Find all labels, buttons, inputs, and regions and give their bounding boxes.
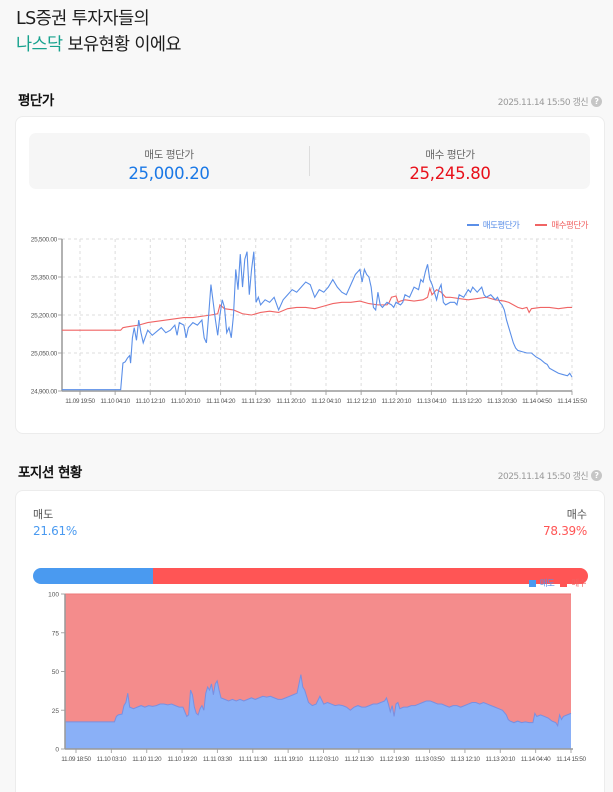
page-headline: LS증권 투자자들의 나스닥 보유현황 이에요 [16,6,182,58]
svg-text:11.12 11:30: 11.12 11:30 [344,756,374,763]
svg-text:11.11 03:30: 11.11 03:30 [203,756,233,763]
position-updated: 2025.11.14 15:50 갱신 ? [498,469,602,482]
sell-position-label: 매도 [33,508,54,521]
svg-text:11.09 19:50: 11.09 19:50 [65,398,95,405]
legend-label-sell: 매도 [539,579,555,589]
headline-line-2-rest: 보유현황 이에요 [62,35,181,55]
svg-text:11.13 20:10: 11.13 20:10 [486,756,516,763]
svg-text:75: 75 [52,630,60,637]
svg-text:11.09 18:50: 11.09 18:50 [61,756,91,763]
headline-line-1: LS증권 투자자들의 [16,9,150,29]
svg-text:11.12 19:30: 11.12 19:30 [379,756,409,763]
svg-text:11.13 12:20: 11.13 12:20 [452,398,482,405]
svg-text:11.10 11:20: 11.10 11:20 [132,756,162,763]
svg-text:11.14 15:50: 11.14 15:50 [556,756,586,763]
svg-text:11.12 12:10: 11.12 12:10 [346,398,376,405]
avg-price-summary: 매도 평단가 25,000.20 매수 평단가 25,245.80 [29,133,590,189]
legend-square-buy-icon [560,579,568,587]
svg-text:25,200.00: 25,200.00 [31,313,58,320]
sell-avg-price-label: 매도 평단가 [144,149,194,161]
svg-text:11.13 20:30: 11.13 20:30 [487,398,517,405]
position-card: 매도 21.61% 매수 78.39% 매도 매수 0 25 50 75 100 11.0… [15,490,605,792]
avg-price-updated: 2025.11.14 15:50 갱신 ? [498,95,602,108]
legend-label-sell: 매도평단가 [482,221,520,231]
svg-text:11.11 11:30: 11.11 11:30 [239,756,268,763]
legend-item-sell[interactable]: 매도평단가 [466,219,520,231]
svg-text:11.11 12:30: 11.11 12:30 [241,398,271,405]
buy-position-label: 매수 [566,508,587,521]
position-area-chart[interactable]: 0 25 50 75 100 11.09 18:50 11.10 03:10 11.10 11… [16,587,606,777]
position-ratio-bar [33,568,588,584]
svg-text:11.11 19:10: 11.11 19:10 [274,756,304,763]
avg-price-updated-text: 2025.11.14 15:50 갱신 [497,98,589,108]
svg-text:25,050.00: 25,050.00 [31,351,58,358]
area-chart-legend: 매도 매수 [528,577,586,589]
legend-line-sell-icon [466,224,479,226]
legend-label-buy: 매수 [571,579,586,589]
legend-line-buy-icon [535,224,548,226]
legend-square-sell-icon [528,579,536,587]
svg-text:11.11 20:10: 11.11 20:10 [276,398,306,405]
svg-text:11.10 20:10: 11.10 20:10 [171,398,201,405]
avg-price-line-chart[interactable]: 24,900.00 25,050.00 25,200.00 25,350.00 25,5… [16,229,606,419]
svg-text:0: 0 [55,747,59,754]
sell-avg-price-block: 매도 평단가 25,000.20 [29,133,309,189]
legend-label-buy: 매수평단가 [551,221,588,231]
svg-text:25,350.00: 25,350.00 [31,275,58,282]
svg-text:11.10 19:20: 11.10 19:20 [167,756,197,763]
sell-position-pct: 21.61% [33,524,77,538]
svg-text:11.12 20:10: 11.12 20:10 [382,398,412,405]
svg-text:11.10 04:10: 11.10 04:10 [100,398,130,405]
svg-text:50: 50 [52,669,60,676]
svg-text:100: 100 [48,592,59,599]
svg-text:11.10 03:10: 11.10 03:10 [97,756,127,763]
help-icon[interactable]: ? [591,96,602,107]
svg-text:25: 25 [52,708,60,715]
svg-text:11.13 03:50: 11.13 03:50 [415,756,445,763]
legend-item-buy[interactable]: 매수 [560,577,586,589]
headline-market-name: 나스닥 [16,35,63,55]
sell-avg-price-value: 25,000.20 [128,164,210,183]
svg-text:11.14 04:40: 11.14 04:40 [521,756,551,763]
svg-text:11.10 12:10: 11.10 12:10 [136,398,166,405]
help-icon[interactable]: ? [591,470,602,481]
svg-text:11.12 04:10: 11.12 04:10 [311,398,341,405]
svg-text:11.13 04:10: 11.13 04:10 [417,398,447,405]
position-section-title: 포지션 현황 [18,465,82,481]
avg-price-section-title: 평단가 [18,93,54,109]
buy-position-pct: 78.39% [543,524,587,538]
buy-avg-price-value: 25,245.80 [409,164,491,183]
summary-divider [309,146,310,176]
svg-text:11.14 04:50: 11.14 04:50 [522,398,552,405]
svg-text:11.14 15:50: 11.14 15:50 [557,398,587,405]
position-updated-text: 2025.11.14 15:50 갱신 [497,472,589,482]
svg-text:25,500.00: 25,500.00 [31,237,58,244]
line-chart-legend: 매도평단가 매수평단가 [466,219,588,231]
buy-avg-price-label: 매수 평단가 [425,149,475,161]
legend-item-sell[interactable]: 매도 [528,577,555,589]
position-ratio-bar-sell [33,568,153,584]
svg-text:11.12 03:10: 11.12 03:10 [309,756,339,763]
svg-text:24,900.00: 24,900.00 [31,389,58,396]
svg-text:11.11 04:20: 11.11 04:20 [206,398,236,405]
avg-price-card: 매도 평단가 25,000.20 매수 평단가 25,245.80 매도평단가 … [15,116,605,434]
svg-text:11.13 12:10: 11.13 12:10 [450,756,480,763]
position-ratio-bar-buy [152,568,588,584]
legend-item-buy[interactable]: 매수평단가 [535,219,588,231]
headline-line-2: 나스닥 보유현황 이에요 [16,32,182,58]
buy-avg-price-block: 매수 평단가 25,245.80 [310,133,590,189]
